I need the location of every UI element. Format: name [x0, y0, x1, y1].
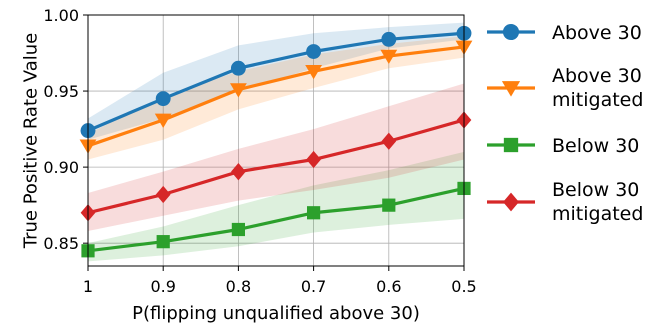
above-30-point — [155, 91, 171, 107]
x-axis-ticks: 1 0.9 0.8 0.7 0.6 0.5 — [83, 266, 477, 296]
above-30-line — [87, 31, 465, 133]
x-tick-label: 0.5 — [451, 277, 476, 296]
above-30-point — [230, 60, 246, 76]
y-axis-label: True Positive Rate Value — [20, 33, 41, 250]
legend-label: Below 30 — [552, 179, 639, 201]
x-axis-label: P(flipping unqualified above 30) — [132, 303, 420, 324]
legend-label: mitigated — [552, 89, 643, 111]
below-30-band — [88, 151, 464, 262]
below-30-mitigated-point — [231, 163, 246, 181]
x-tick-label: 1 — [83, 277, 93, 296]
above-30-point — [306, 44, 322, 59]
y-tick-label: 0.95 — [43, 82, 79, 101]
below-30-point — [156, 235, 170, 249]
above-30-mitigated-point — [380, 49, 398, 65]
legend-marker — [503, 192, 519, 212]
legend-label: Below 30 — [552, 135, 639, 157]
below-30-line — [87, 186, 465, 253]
below-30-mitigated-point — [381, 132, 397, 150]
legend-item-below-30: Below 30 — [487, 135, 639, 157]
below-30-point — [307, 206, 321, 220]
series-markers — [79, 25, 473, 258]
series-lines — [87, 31, 465, 253]
below-30-point — [382, 198, 396, 212]
above-30-mitigated-band — [88, 36, 464, 160]
x-tick-label: 0.8 — [226, 277, 251, 296]
above-30-mitigated-line — [87, 45, 465, 148]
legend-item-above-30: Above 30 — [487, 22, 642, 44]
y-tick-label: 0.85 — [43, 234, 79, 253]
above-30-point — [381, 31, 397, 47]
y-axis-ticks: 0.85 0.90 0.95 1.00 — [43, 6, 88, 253]
below-30-mitigated-band — [88, 83, 464, 232]
legend-label: mitigated — [552, 203, 643, 225]
plot-frame — [87, 14, 465, 267]
confidence-bands — [88, 22, 464, 262]
legend-marker — [501, 81, 521, 97]
x-tick-label: 0.7 — [301, 277, 326, 296]
x-tick-label: 0.6 — [376, 277, 401, 296]
y-tick-label: 1.00 — [43, 6, 79, 25]
x-tick-label: 0.9 — [150, 277, 175, 296]
legend-label: Above 30 — [552, 22, 642, 44]
above-30-mitigated-point — [154, 113, 172, 128]
above-30-band — [88, 22, 464, 140]
below-30-point — [231, 222, 245, 237]
legend-marker — [503, 137, 519, 153]
above-30-mitigated-point — [230, 83, 247, 98]
above-30-mitigated-point — [305, 64, 322, 80]
legend-label: Above 30 — [552, 65, 642, 87]
legend-marker — [502, 23, 520, 41]
below-30-mitigated-point — [306, 150, 321, 169]
below-30-mitigated-line — [87, 118, 465, 215]
y-tick-label: 0.90 — [43, 158, 79, 177]
below-30-mitigated-point — [155, 185, 171, 204]
